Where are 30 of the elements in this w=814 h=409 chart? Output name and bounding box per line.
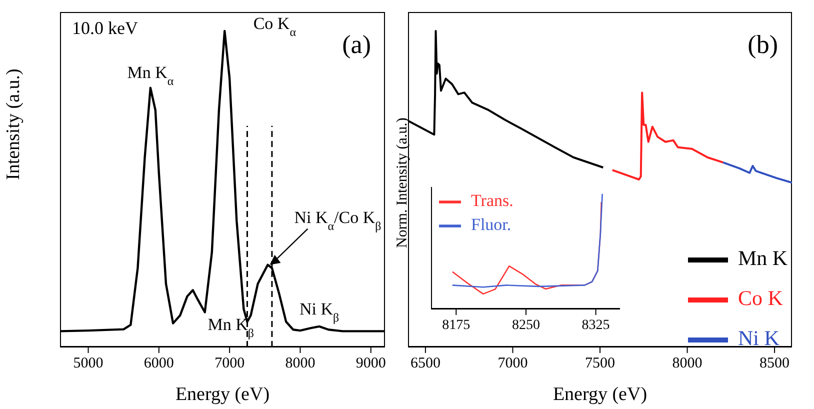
- annotation: Co K$_{α}$: [253, 14, 296, 39]
- x-tick-label: 8500: [760, 356, 790, 372]
- legend-label: Mn K: [738, 246, 788, 270]
- annotation: Ni K$_{β}$: [299, 299, 340, 324]
- x-tick-label: 7500: [585, 356, 615, 372]
- x-tick-label: 8325: [582, 318, 610, 333]
- legend-label: Fluor.: [471, 215, 512, 234]
- legend-label: Trans.: [471, 191, 514, 210]
- x-tick-label: 9000: [356, 356, 386, 372]
- x-tick-label: 8000: [285, 356, 316, 372]
- annotation: 10.0 keV: [72, 18, 138, 39]
- legend-label: Co K: [738, 286, 783, 310]
- x-axis-title: Energy (eV): [175, 384, 270, 405]
- x-tick-label: 7000: [498, 356, 528, 372]
- annotation: Mn K$_{α}$: [127, 62, 174, 88]
- y-axis-title: Intensity (a.u.): [3, 68, 25, 180]
- annotation: Ni K$_{α}$/Co K$_{β}$: [294, 208, 382, 233]
- x-tick-label: 6000: [144, 356, 174, 372]
- x-tick-label: 8250: [512, 318, 540, 333]
- legend-label: Ni K: [738, 326, 780, 350]
- x-tick-label: 6500: [410, 356, 440, 372]
- annotation: Mn K$_{β}$: [208, 315, 254, 340]
- annotation: (b): [748, 30, 778, 60]
- x-tick-label: 8000: [672, 356, 702, 372]
- x-tick-label: 5000: [73, 356, 104, 372]
- annotation: (a): [342, 30, 371, 60]
- x-tick-label: 7000: [214, 356, 245, 372]
- y-axis-title: Norm. Intensity (a.u.): [394, 118, 412, 248]
- x-tick-label: 8175: [442, 318, 470, 333]
- x-axis-title: Energy (eV): [552, 384, 648, 405]
